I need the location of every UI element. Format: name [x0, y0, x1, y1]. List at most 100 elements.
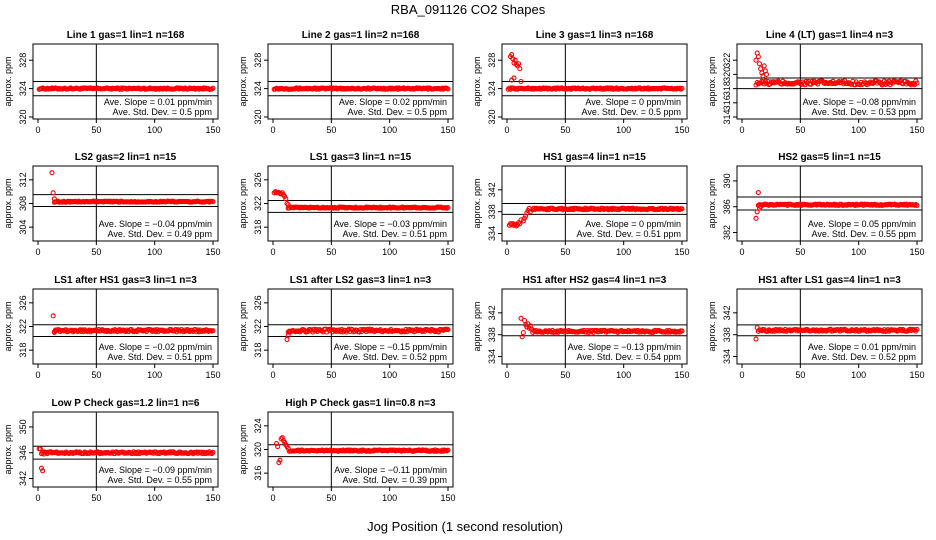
- y-tick-label: 308: [18, 196, 28, 211]
- x-tick-label: 150: [205, 247, 220, 257]
- panel-title: LS1 after HS1 gas=3 lin=1 n=3: [54, 275, 197, 286]
- sd-annotation: Ave. Std. Dev. = 0.51 ppm: [343, 229, 447, 239]
- data-point: [513, 223, 519, 229]
- panel-6: LS1 gas=3 lin=1 n=15 approx. ppm 0 50 100 150…: [238, 152, 456, 257]
- data-point: [283, 196, 289, 202]
- y-axis-label: approx. ppm: [238, 301, 248, 351]
- x-tick-label: 0: [270, 370, 275, 380]
- panel-7: HS1 gas=4 lin=1 n=15 approx. ppm 0 50 100 150…: [472, 152, 690, 257]
- sd-annotation: Ave. Std. Dev. = 0.51 ppm: [108, 352, 212, 362]
- slope-annotation: Ave. Slope = 0.05 ppm/min: [808, 219, 916, 229]
- x-tick-label: 0: [739, 247, 744, 257]
- data-point: [914, 202, 920, 208]
- x-tick-label: 0: [504, 247, 509, 257]
- plot-frame: [736, 288, 923, 365]
- y-tick-label: 342: [18, 471, 28, 486]
- x-tick-label: 0: [504, 370, 509, 380]
- slope-annotation: Ave. Slope = −0.04 ppm/min: [99, 219, 212, 229]
- panel-title: LS1 gas=3 lin=1 n=15: [310, 152, 412, 163]
- data-point: [511, 75, 517, 81]
- sd-annotation: Ave. Std. Dev. = 0.5 ppm: [348, 107, 447, 117]
- y-tick-label: 320: [487, 109, 497, 124]
- data-point: [753, 215, 759, 221]
- sd-annotation: Ave. Std. Dev. = 0.52 ppm: [812, 352, 916, 362]
- y-tick-label: 328: [18, 53, 28, 68]
- y-tick-label: 320: [722, 67, 732, 82]
- x-tick-label: 0: [504, 125, 509, 135]
- x-tick-label: 150: [205, 125, 220, 135]
- data-point: [755, 54, 761, 60]
- y-tick-label: 386: [722, 199, 732, 214]
- x-tick-label: 100: [382, 125, 397, 135]
- y-tick-label: 322: [253, 196, 263, 211]
- x-tick-label: 150: [909, 247, 924, 257]
- y-axis-label: approx. ppm: [707, 56, 717, 106]
- data-point: [284, 200, 290, 207]
- y-tick-label: 322: [253, 319, 263, 334]
- data-point: [50, 313, 56, 319]
- data-point: [210, 449, 216, 456]
- panel-title: HS1 after HS2 gas=4 lin=1 n=3: [523, 275, 667, 286]
- sd-annotation: Ave. Std. Dev. = 0.54 ppm: [577, 352, 681, 362]
- x-tick-label: 100: [851, 247, 866, 257]
- x-tick-label: 0: [35, 370, 40, 380]
- y-tick-label: 328: [487, 53, 497, 68]
- panel-title: High P Check gas=1 lin=0.8 n=3: [285, 398, 436, 409]
- y-tick-label: 338: [487, 204, 497, 219]
- x-tick-label: 0: [739, 125, 744, 135]
- slope-annotation: Ave. Slope = 0 ppm/min: [585, 97, 681, 107]
- data-point: [679, 85, 685, 92]
- y-axis-label: approx. ppm: [707, 178, 717, 228]
- x-tick-label: 50: [795, 370, 805, 380]
- panel-8: HS2 gas=5 lin=1 n=15 approx. ppm 0 50 100 150…: [707, 152, 925, 257]
- x-tick-label: 150: [674, 370, 689, 380]
- panel-2: Line 2 gas=1 lin=2 n=168 approx. ppm 0 50 10…: [238, 30, 456, 135]
- data-point: [40, 468, 46, 474]
- y-tick-label: 314: [722, 109, 732, 124]
- x-tick-label: 150: [440, 493, 455, 503]
- y-tick-label: 326: [18, 295, 28, 310]
- data-point: [763, 71, 770, 77]
- data-point: [284, 336, 290, 343]
- x-tick-label: 50: [326, 247, 336, 257]
- y-tick-label: 316: [722, 95, 732, 110]
- y-tick-label: 324: [18, 81, 28, 96]
- data-point: [753, 57, 759, 63]
- y-tick-label: 316: [253, 466, 263, 481]
- x-tick-label: 0: [35, 247, 40, 257]
- slope-annotation: Ave. Slope = −0.15 ppm/min: [334, 342, 447, 352]
- panel-title: LS1 after LS2 gas=3 lin=1 n=3: [290, 275, 432, 286]
- data-point: [520, 329, 526, 336]
- x-tick-label: 0: [270, 125, 275, 135]
- sd-annotation: Ave. Std. Dev. = 0.55 ppm: [812, 229, 916, 239]
- data-point: [275, 443, 281, 450]
- x-tick-label: 100: [616, 247, 631, 257]
- panel-3: Line 3 gas=1 lin=3 n=168 approx. ppm 0 50 10…: [472, 30, 690, 135]
- panel-title: HS2 gas=5 lin=1 n=15: [778, 152, 881, 163]
- x-tick-label: 150: [674, 125, 689, 135]
- data-point: [754, 209, 760, 215]
- y-tick-label: 320: [253, 442, 263, 457]
- panel-1: Line 1 gas=1 lin=1 n=168 approx. ppm 0 50 10…: [3, 30, 221, 135]
- data-point: [761, 63, 767, 69]
- data-point: [210, 199, 216, 205]
- y-tick-label: 328: [253, 53, 263, 68]
- x-tick-label: 100: [147, 247, 162, 257]
- x-tick-label: 0: [270, 247, 275, 257]
- data-point: [37, 446, 43, 452]
- data-point: [527, 209, 533, 215]
- x-tick-label: 50: [91, 247, 101, 257]
- data-point: [679, 328, 685, 334]
- figure-title: RBA_091126 CO2 Shapes: [391, 2, 546, 17]
- x-tick-label: 100: [851, 125, 866, 135]
- x-tick-label: 150: [674, 247, 689, 257]
- y-axis-label: approx. ppm: [472, 56, 482, 106]
- x-tick-label: 150: [205, 370, 220, 380]
- y-tick-label: 342: [487, 182, 497, 197]
- slope-annotation: Ave. Slope = −0.08 ppm/min: [803, 97, 916, 107]
- x-tick-label: 100: [616, 370, 631, 380]
- plot-frame: [32, 411, 219, 488]
- y-tick-label: 350: [18, 419, 28, 434]
- data-point: [285, 445, 291, 451]
- data-point: [278, 191, 284, 197]
